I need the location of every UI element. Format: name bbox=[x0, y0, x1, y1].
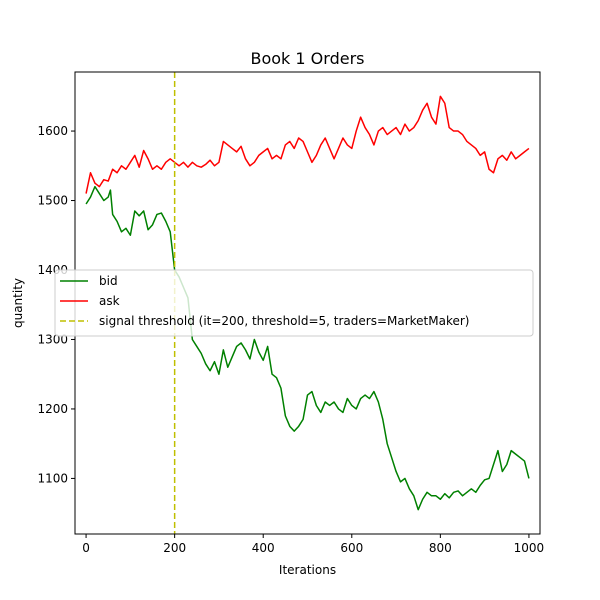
y-tick-label: 1600 bbox=[37, 124, 68, 138]
y-tick-label: 1500 bbox=[37, 194, 68, 208]
x-axis-ticks: 0 200 400 600 800 1000 bbox=[82, 534, 544, 555]
y-axis-label: quantity bbox=[11, 278, 25, 328]
x-tick-label: 400 bbox=[252, 541, 275, 555]
legend-label: bid bbox=[99, 274, 118, 288]
x-tick-label: 1000 bbox=[514, 541, 545, 555]
legend: bid ask signal threshold (it=200, threshol… bbox=[54, 269, 534, 337]
bid-series-line bbox=[85, 185, 530, 511]
y-tick-label: 1100 bbox=[37, 471, 68, 485]
legend-label: ask bbox=[99, 294, 120, 308]
x-tick-label: 800 bbox=[429, 541, 452, 555]
chart-title: Book 1 Orders bbox=[251, 49, 365, 68]
legend-label: signal threshold (it=200, threshold=5, t… bbox=[99, 314, 470, 328]
series-layer bbox=[85, 95, 530, 511]
y-tick-label: 1200 bbox=[37, 402, 68, 416]
x-tick-label: 200 bbox=[163, 541, 186, 555]
x-tick-label: 600 bbox=[340, 541, 363, 555]
legend-box bbox=[54, 269, 534, 337]
ask-series-line bbox=[85, 95, 530, 194]
x-tick-label: 0 bbox=[82, 541, 90, 555]
x-axis-label: Iterations bbox=[279, 563, 336, 577]
